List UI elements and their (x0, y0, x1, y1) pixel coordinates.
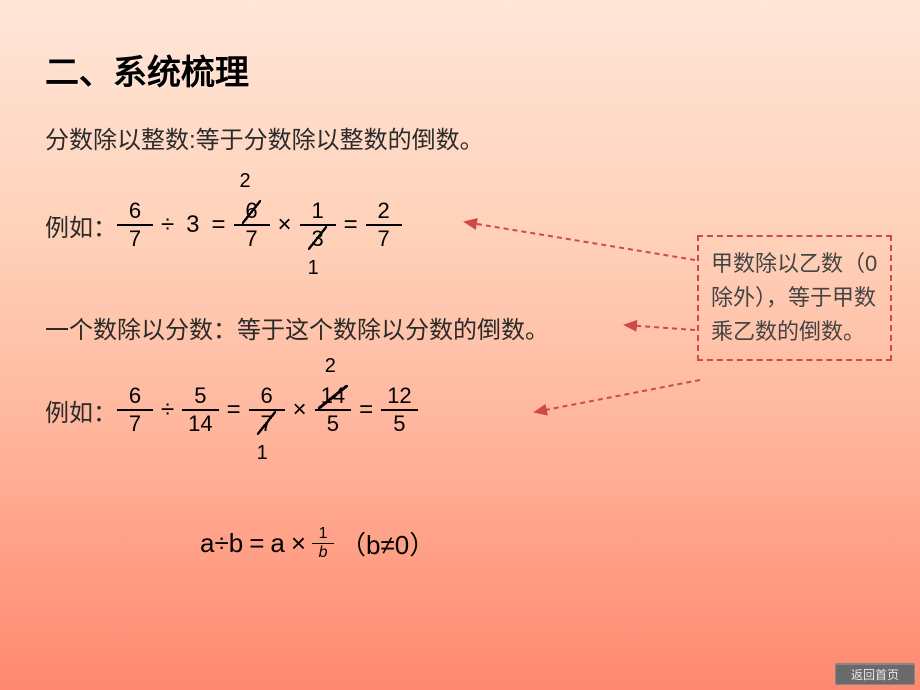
frac-cancel-14-5: 2 145 (315, 385, 351, 435)
example-2: 例如： 67 ÷ 514 = 67 1 × 2 145 = 125 (45, 365, 418, 455)
equals-op-4: = (351, 396, 381, 424)
divide-op-2: ÷ (153, 396, 182, 424)
frac-cancel-6-7: 2 67 (234, 200, 270, 250)
mul: × (291, 528, 306, 559)
cancel-anno-1: 1 (308, 257, 319, 280)
multiply-op-2: × (285, 396, 315, 424)
eq: = (249, 528, 264, 559)
example-label-2: 例如： (45, 393, 117, 428)
frac-6-7b: 67 (117, 385, 153, 435)
frac-cancel-1-3: 13 1 (300, 200, 336, 250)
example-label-1: 例如： (45, 208, 117, 243)
frac-cancel-6-7b: 67 1 (249, 385, 285, 435)
condition: （b≠0） (340, 525, 435, 562)
frac-1-b: 1 b (312, 526, 334, 562)
integer-3: 3 (182, 211, 203, 239)
multiply-op: × (270, 211, 300, 239)
equals-op-2: = (336, 211, 366, 239)
equals-op: = (204, 211, 234, 239)
lhs: a÷b (200, 528, 243, 559)
frac-5-14: 514 (182, 385, 218, 435)
cancel-anno-2b: 2 (325, 355, 336, 378)
frac-6-7: 67 (117, 200, 153, 250)
equals-op-3: = (219, 396, 249, 424)
divide-op: ÷ (153, 211, 182, 239)
frac-2-7: 27 (366, 200, 402, 250)
cancel-anno-1b: 1 (257, 442, 268, 465)
return-home-button[interactable]: 返回首页 (835, 663, 915, 685)
section-title: 二、系统梳理 (45, 45, 249, 94)
cancel-anno-2: 2 (240, 170, 251, 193)
rhs-a: a (270, 528, 284, 559)
general-formula: a÷b = a × 1 b （b≠0） (200, 525, 435, 562)
rule-text-1: 分数除以整数:等于分数除以整数的倒数。 (45, 120, 484, 155)
example-1: 例如： 67 ÷ 3 = 2 67 × 13 1 = 27 (45, 185, 402, 265)
frac-12-5: 125 (381, 385, 417, 435)
rule-text-2: 一个数除以分数：等于这个数除以分数的倒数。 (45, 310, 549, 345)
callout-summary: 甲数除以乙数（0除外），等于甲数乘乙数的倒数。 (697, 235, 892, 361)
